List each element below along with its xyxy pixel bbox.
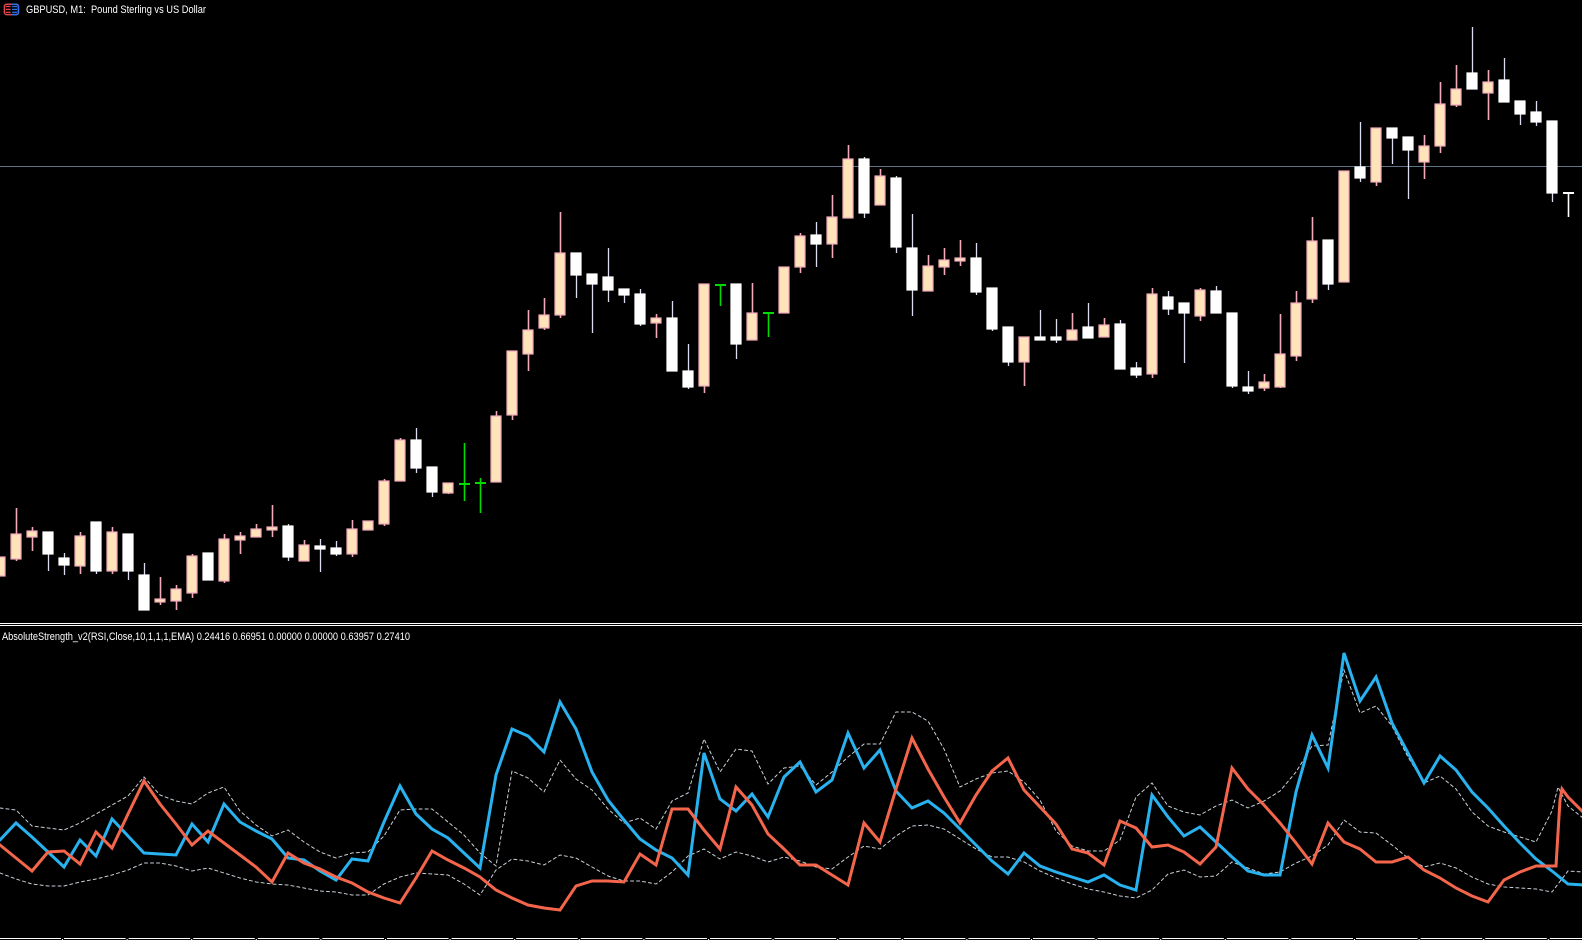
svg-text:AbsoluteStrength_v2(RSI,Close,: AbsoluteStrength_v2(RSI,Close,10,1,1,1,E… <box>2 631 410 643</box>
svg-text:GBPUSD, M1: Pound Sterling vs: GBPUSD, M1: Pound Sterling vs US Dollar <box>26 4 206 16</box>
